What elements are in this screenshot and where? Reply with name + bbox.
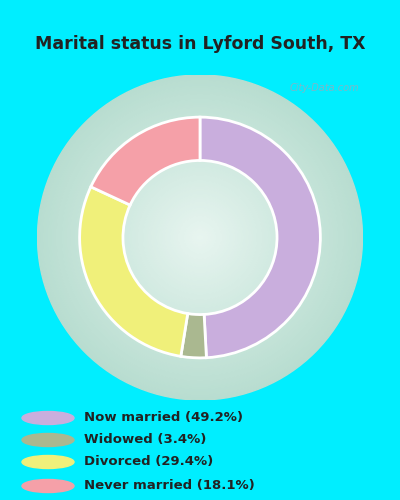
Circle shape <box>168 205 232 270</box>
Circle shape <box>92 129 308 346</box>
Circle shape <box>86 124 314 351</box>
Circle shape <box>140 178 260 297</box>
Circle shape <box>178 216 222 259</box>
Circle shape <box>22 480 74 492</box>
Circle shape <box>81 118 319 356</box>
Circle shape <box>130 167 270 308</box>
Circle shape <box>146 184 254 292</box>
Circle shape <box>59 96 341 378</box>
Circle shape <box>94 132 306 343</box>
Text: Now married (49.2%): Now married (49.2%) <box>84 412 243 424</box>
Circle shape <box>43 80 357 394</box>
Circle shape <box>89 126 311 348</box>
Circle shape <box>170 208 230 268</box>
Circle shape <box>122 159 278 316</box>
Wedge shape <box>181 314 206 358</box>
Text: Marital status in Lyford South, TX: Marital status in Lyford South, TX <box>35 35 365 53</box>
Text: Never married (18.1%): Never married (18.1%) <box>84 480 255 492</box>
Circle shape <box>157 194 243 281</box>
Circle shape <box>46 83 354 392</box>
Circle shape <box>100 138 300 338</box>
Circle shape <box>181 218 219 256</box>
Circle shape <box>189 226 211 248</box>
Circle shape <box>22 412 74 424</box>
Circle shape <box>192 230 208 246</box>
Circle shape <box>148 186 252 289</box>
Circle shape <box>159 197 241 278</box>
Circle shape <box>194 232 206 243</box>
Circle shape <box>40 78 360 398</box>
Wedge shape <box>80 187 188 356</box>
Circle shape <box>119 156 281 319</box>
Text: Widowed (3.4%): Widowed (3.4%) <box>84 434 206 446</box>
Circle shape <box>165 202 235 272</box>
Circle shape <box>97 134 303 340</box>
Text: City-Data.com: City-Data.com <box>289 84 359 94</box>
Circle shape <box>62 100 338 376</box>
Circle shape <box>84 121 316 354</box>
Circle shape <box>73 110 327 365</box>
Circle shape <box>78 116 322 360</box>
Circle shape <box>64 102 336 373</box>
Circle shape <box>124 162 276 314</box>
Circle shape <box>113 151 287 324</box>
Circle shape <box>38 75 362 400</box>
Circle shape <box>176 213 224 262</box>
Circle shape <box>22 434 74 446</box>
Circle shape <box>76 113 324 362</box>
Wedge shape <box>91 117 200 205</box>
Circle shape <box>108 146 292 330</box>
Circle shape <box>173 210 227 264</box>
Circle shape <box>54 91 346 384</box>
Text: Divorced (29.4%): Divorced (29.4%) <box>84 456 213 468</box>
Circle shape <box>132 170 268 305</box>
Circle shape <box>127 164 273 310</box>
Circle shape <box>151 188 249 286</box>
Circle shape <box>56 94 344 381</box>
Circle shape <box>143 180 257 294</box>
Circle shape <box>22 456 74 468</box>
Circle shape <box>111 148 289 327</box>
Circle shape <box>51 88 349 387</box>
Circle shape <box>135 172 265 302</box>
Circle shape <box>138 175 262 300</box>
Circle shape <box>186 224 214 251</box>
Circle shape <box>154 192 246 284</box>
Circle shape <box>70 108 330 368</box>
Circle shape <box>162 200 238 276</box>
Circle shape <box>67 105 333 370</box>
Circle shape <box>102 140 298 335</box>
Circle shape <box>48 86 352 389</box>
Circle shape <box>116 154 284 322</box>
Circle shape <box>184 221 216 254</box>
Wedge shape <box>200 117 320 358</box>
Circle shape <box>105 142 295 332</box>
Circle shape <box>197 235 203 240</box>
